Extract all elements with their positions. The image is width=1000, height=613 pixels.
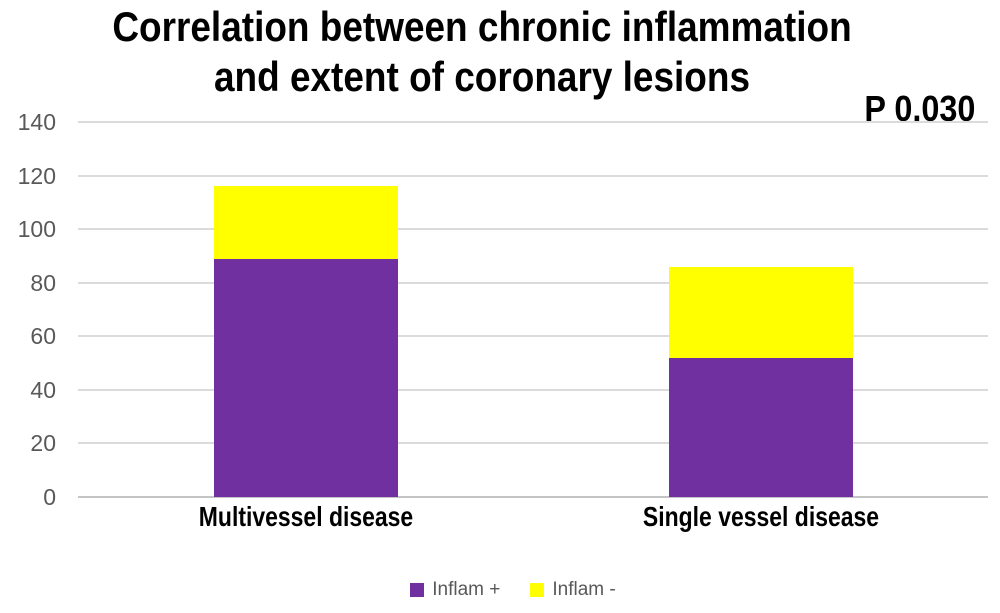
gridline	[78, 388, 988, 391]
chart-title: Correlation between chronic inflammation…	[58, 2, 906, 102]
chart-title-line2: and extent of coronary lesions	[213, 53, 751, 100]
y-tick-label: 120	[17, 162, 56, 189]
category-label: Single vessel disease	[642, 501, 879, 532]
bar-segment-inflam--1	[213, 186, 398, 259]
legend-item: Inflam -	[530, 579, 616, 601]
y-tick-label: 40	[30, 376, 56, 403]
gridline	[78, 228, 988, 231]
chart-title-line1: Correlation between chronic inflammation	[112, 3, 852, 50]
y-tick-label: 100	[17, 216, 56, 243]
gridline	[78, 335, 988, 338]
gridline	[78, 121, 988, 123]
bar-segment-inflam+-1	[213, 258, 398, 497]
legend-item: Inflam +	[410, 579, 500, 601]
legend-label: Inflam -	[552, 579, 616, 600]
bar-segment-inflam+-2	[668, 357, 853, 497]
y-tick-label: 80	[30, 269, 56, 296]
gridline	[78, 281, 988, 284]
y-tick-label: 20	[30, 430, 56, 457]
y-tick-label: 60	[30, 323, 56, 350]
legend-swatch	[530, 583, 545, 597]
y-tick-label: 140	[17, 109, 56, 135]
legend: Inflam + Inflam -	[0, 578, 1000, 602]
gridline	[78, 174, 988, 177]
y-tick-label: 0	[43, 484, 56, 510]
bar-segment-inflam--2	[668, 266, 853, 358]
legend-label: Inflam +	[432, 579, 501, 600]
x-axis-baseline	[78, 496, 988, 498]
category-label: Multivessel disease	[198, 501, 413, 532]
gridline	[78, 442, 988, 445]
legend-swatch	[410, 583, 425, 597]
